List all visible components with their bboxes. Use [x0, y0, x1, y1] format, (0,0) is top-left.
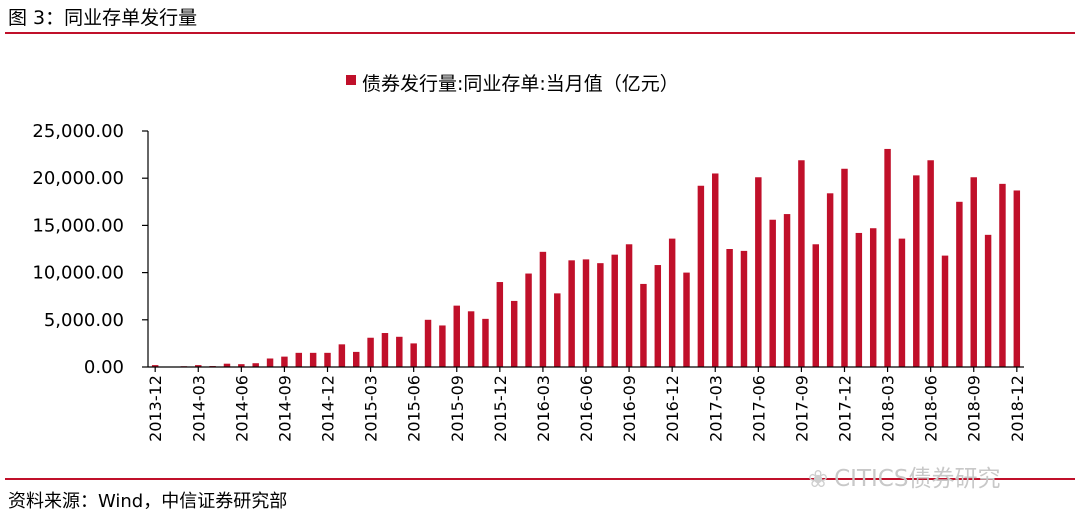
y-tick-label: 15,000.00: [32, 215, 124, 236]
wechat-icon: ❀: [808, 465, 829, 493]
legend-swatch: [346, 75, 356, 85]
bar-2018-06: [927, 160, 934, 367]
x-tick-label: 2014-12: [319, 375, 338, 442]
x-tick-label: 2018-03: [879, 375, 898, 442]
bar-2017-02: [697, 185, 705, 367]
bar-2014-09: [281, 356, 288, 367]
bar-2016-03: [539, 251, 547, 367]
y-axis: 0.00 5,000.00 10,000.00 15,000.00 20,000.00 2…: [32, 121, 149, 378]
bar-2015-07: [424, 319, 432, 367]
x-tick-label: 2014-09: [275, 375, 294, 442]
source-note: 资料来源：Wind，中信证券研究部: [8, 491, 288, 512]
bar-2016-07: [597, 263, 604, 367]
bar-2016-12: [668, 238, 676, 367]
bar-2018-07: [941, 255, 949, 367]
bar-2018-02: [869, 228, 877, 367]
bar-2017-11: [826, 193, 834, 367]
x-tick-label: 2017-06: [749, 375, 768, 442]
bar-2017-03: [712, 173, 719, 367]
bottom-rule: [5, 478, 1075, 480]
bar-2016-06: [582, 259, 590, 367]
bar-2016-02: [525, 273, 532, 367]
bar-2015-11: [482, 318, 489, 367]
bar-2018-10: [984, 234, 992, 367]
bar-2016-11: [654, 265, 662, 367]
y-tick-label: 10,000.00: [32, 263, 124, 284]
bar-2016-10: [640, 283, 647, 367]
x-tick-label: 2014-06: [232, 375, 251, 442]
bar-2018-08: [956, 201, 963, 367]
bar-2017-01: [683, 272, 690, 367]
y-tick-label: 0.00: [84, 357, 124, 378]
y-tick-label: 25,000.00: [32, 121, 124, 142]
bar-2017-05: [740, 250, 748, 367]
bar-2014-06: [238, 364, 245, 367]
x-tick-label: 2018-09: [965, 375, 984, 442]
bar-2018-09: [970, 177, 977, 367]
bar-2018-11: [999, 183, 1006, 367]
bar-2014-03: [195, 365, 202, 367]
chart-legend: 债券发行量:同业存单:当月值（亿元）: [346, 73, 679, 95]
bar-2016-09: [625, 244, 633, 367]
bar-2018-12: [1013, 190, 1021, 367]
bar-2015-01: [338, 344, 346, 367]
figure-title: 图 3：同业存单发行量: [8, 7, 198, 29]
bar-2013-12: [151, 365, 159, 367]
top-rule: [5, 32, 1075, 34]
bar-2017-12: [841, 168, 848, 367]
x-tick-label: 2016-12: [663, 375, 682, 442]
watermark-text: CITICS债券研究: [834, 466, 1001, 492]
x-tick-label: 2014-03: [189, 375, 208, 442]
bar-2014-12: [324, 352, 331, 367]
bar-2018-05: [913, 175, 920, 367]
bar-2018-04: [898, 238, 906, 367]
bar-2016-05: [568, 260, 575, 367]
bar-chart: 债券发行量:同业存单:当月值（亿元） 0.00 5,000.00 10,000.00…: [32, 73, 1027, 442]
bar-2015-04: [381, 333, 389, 367]
x-tick-label: 2017-09: [792, 375, 811, 442]
x-tick-label: 2015-03: [362, 375, 381, 442]
bar-2014-08: [266, 358, 274, 367]
watermark: ❀ CITICS债券研究: [808, 465, 1000, 493]
bar-2014-05: [223, 363, 231, 367]
x-tick-label: 2017-12: [835, 375, 854, 442]
bar-2016-04: [554, 293, 561, 367]
bar-2015-08: [439, 325, 446, 367]
bar-2017-10: [812, 244, 819, 367]
x-tick-label: 2016-03: [534, 375, 553, 442]
legend-label: 债券发行量:同业存单:当月值（亿元）: [362, 73, 679, 95]
bar-2015-12: [496, 282, 504, 367]
bar-2017-08: [783, 214, 791, 367]
x-tick-label: 2017-03: [706, 375, 725, 442]
bar-2016-01: [510, 300, 518, 367]
y-tick-label: 20,000.00: [32, 168, 124, 189]
x-tick-label: 2016-06: [577, 375, 596, 442]
bar-2015-05: [396, 336, 403, 367]
x-tick-label: 2018-12: [1008, 375, 1027, 442]
bar-2018-03: [884, 148, 891, 367]
bar-2015-03: [367, 337, 374, 367]
bar-2014-07: [252, 363, 259, 367]
bar-2016-08: [611, 254, 618, 367]
bar-2015-06: [410, 343, 417, 367]
x-tick-label: 2015-12: [491, 375, 510, 442]
x-tick-label: 2015-09: [448, 375, 467, 442]
y-tick-label: 5,000.00: [44, 310, 124, 331]
bar-2018-01: [855, 232, 863, 367]
x-tick-label: 2016-09: [620, 375, 639, 442]
bar-series: [151, 148, 1021, 367]
bar-2014-11: [309, 352, 317, 367]
bar-2015-09: [453, 305, 460, 367]
x-axis: 2013-12 2014-03 2014-06 2014-09 2014-12 2015-…: [146, 366, 1027, 442]
bar-2015-10: [467, 311, 475, 367]
x-tick-label: 2013-12: [146, 375, 165, 442]
bar-2017-06: [755, 177, 762, 367]
bar-2017-09: [798, 160, 805, 367]
bar-2014-10: [295, 352, 303, 367]
x-tick-label: 2015-06: [405, 375, 424, 442]
bar-2015-02: [353, 351, 360, 367]
x-tick-label: 2018-06: [922, 375, 941, 442]
bar-2017-04: [726, 249, 733, 367]
bar-2017-07: [769, 219, 776, 367]
